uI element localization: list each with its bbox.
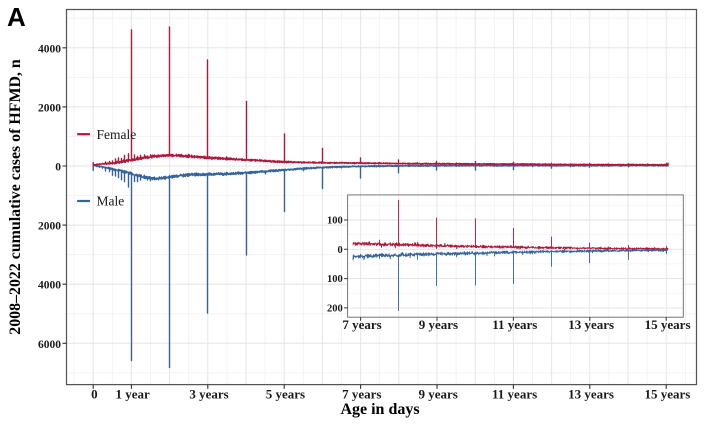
svg-text:6000: 6000	[38, 339, 61, 351]
svg-text:1 year: 1 year	[115, 386, 150, 401]
svg-text:0: 0	[55, 162, 61, 174]
svg-text:3 years: 3 years	[189, 386, 228, 401]
svg-text:2008–2022 cumulative cases of: 2008–2022 cumulative cases of HFMD, n	[7, 59, 24, 335]
svg-text:2000: 2000	[38, 221, 61, 233]
svg-text:7 years: 7 years	[342, 317, 381, 332]
svg-text:15 years: 15 years	[645, 317, 691, 332]
svg-text:7 years: 7 years	[342, 386, 381, 401]
svg-text:4000: 4000	[38, 43, 61, 55]
svg-text:11 years: 11 years	[492, 317, 537, 332]
svg-text:11 years: 11 years	[492, 386, 537, 401]
svg-text:4000: 4000	[38, 280, 61, 292]
svg-text:2000: 2000	[38, 102, 61, 114]
svg-text:13 years: 13 years	[568, 386, 614, 401]
svg-text:A: A	[7, 2, 26, 32]
svg-text:5 years: 5 years	[266, 386, 305, 401]
svg-text:9 years: 9 years	[419, 317, 458, 332]
svg-text:9 years: 9 years	[419, 386, 458, 401]
svg-text:13 years: 13 years	[568, 317, 614, 332]
svg-text:15 years: 15 years	[644, 386, 690, 401]
svg-text:Male: Male	[97, 194, 125, 209]
svg-text:200: 200	[327, 304, 343, 315]
svg-text:100: 100	[327, 216, 343, 227]
svg-text:0: 0	[338, 245, 343, 256]
svg-text:0: 0	[91, 386, 98, 401]
svg-text:Female: Female	[97, 127, 137, 142]
svg-text:100: 100	[327, 274, 343, 285]
svg-text:Age in days: Age in days	[340, 401, 419, 418]
